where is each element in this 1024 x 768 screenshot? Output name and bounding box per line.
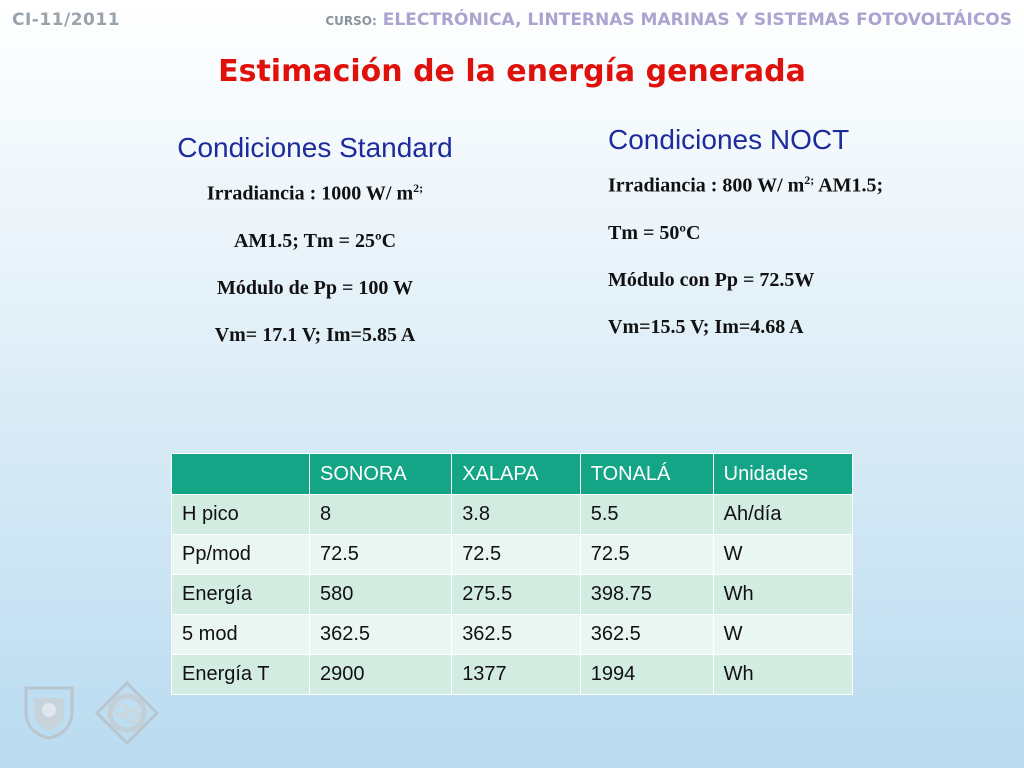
slide-title: Estimación de la energía generada [218, 54, 806, 89]
noct-line-4: Vm=15.5 V; Im=4.68 A [608, 315, 804, 338]
table-header-cell [171, 453, 310, 495]
standard-conditions: Condiciones Standard Irradiancia : 1000 … [130, 132, 500, 370]
noct-line-3: Módulo con Pp = 72.5W [608, 268, 815, 291]
noct-irradiance-text: Irradiancia : 800 W/ m [608, 174, 805, 197]
standard-irradiance-sup: 2; [413, 181, 424, 195]
table-row: H pico 8 3.8 5.5 Ah/día [171, 494, 854, 535]
noct-irradiance-sup: 2; [804, 173, 815, 187]
table-header-row: SONORA XALAPA TONALÁ Unidades [171, 453, 854, 495]
table-row: Energía T 2900 1377 1994 Wh [171, 654, 854, 695]
noct-conditions: Condiciones NOCT Irradiancia : 800 W/ m2… [608, 124, 1008, 362]
table-cell: H pico [171, 494, 310, 535]
table-cell: Wh [712, 654, 854, 695]
table-cell: W [712, 534, 854, 575]
table-cell: Wh [712, 574, 854, 615]
table-cell: 72.5 [451, 534, 581, 575]
table-cell: 398.75 [579, 574, 714, 615]
table-cell: 72.5 [579, 534, 714, 575]
standard-line-3: Módulo de Pp = 100 W [216, 276, 414, 299]
table-row: 5 mod 362.5 362.5 362.5 W [171, 614, 854, 655]
university-seal-icon [20, 682, 78, 740]
table-cell: 1994 [579, 654, 714, 695]
table-cell: Energía [171, 574, 310, 615]
noct-line-2: Tm = 50ºC [608, 221, 701, 244]
table-header-cell: XALAPA [451, 453, 581, 495]
table-cell: 362.5 [308, 614, 453, 655]
table-cell: 362.5 [451, 614, 581, 655]
table-header-cell: Unidades [712, 453, 854, 495]
faculty-logo-icon [94, 680, 160, 746]
noct-irradiance: Irradiancia : 800 W/ m2; AM1.5; [608, 168, 1008, 198]
table-cell: 275.5 [451, 574, 581, 615]
table-cell: W [712, 614, 854, 655]
energy-table: SONORA XALAPA TONALÁ Unidades H pico 8 3… [171, 453, 854, 695]
standard-irradiance: Irradiancia : 1000 W/ m2; [130, 176, 500, 206]
standard-line-4: Vm= 17.1 V; Im=5.85 A [214, 323, 416, 346]
table-cell: Ah/día [712, 494, 854, 535]
table-row: Pp/mod 72.5 72.5 72.5 W [171, 534, 854, 575]
table-cell: 1377 [451, 654, 581, 695]
header-code: CI-11/2011 [12, 10, 121, 30]
table-cell: 8 [308, 494, 453, 535]
table-cell: 3.8 [451, 494, 581, 535]
standard-irradiance-text: Irradiancia : 1000 W/ m [206, 182, 414, 205]
standard-line-2: AM1.5; Tm = 25ºC [233, 229, 397, 252]
table-cell: 72.5 [308, 534, 453, 575]
table-cell: 362.5 [579, 614, 714, 655]
table-cell: Pp/mod [171, 534, 310, 575]
noct-irradiance-tail: AM1.5; [814, 174, 884, 197]
table-header-cell: SONORA [308, 453, 453, 495]
table-cell: 580 [308, 574, 453, 615]
header-course: CURSO: ELECTRÓNICA, LINTERNAS MARINAS Y S… [325, 10, 1012, 30]
standard-heading: Condiciones Standard [177, 132, 453, 163]
table-header-cell: TONALÁ [579, 453, 714, 495]
table-row: Energía 580 275.5 398.75 Wh [171, 574, 854, 615]
table-cell: Energía T [171, 654, 310, 695]
course-prefix: CURSO: [325, 14, 377, 28]
noct-heading: Condiciones NOCT [608, 124, 850, 155]
course-name: ELECTRÓNICA, LINTERNAS MARINAS Y SISTEMA… [382, 10, 1012, 30]
table-cell: 5 mod [171, 614, 310, 655]
table-cell: 2900 [308, 654, 453, 695]
table-cell: 5.5 [579, 494, 714, 535]
